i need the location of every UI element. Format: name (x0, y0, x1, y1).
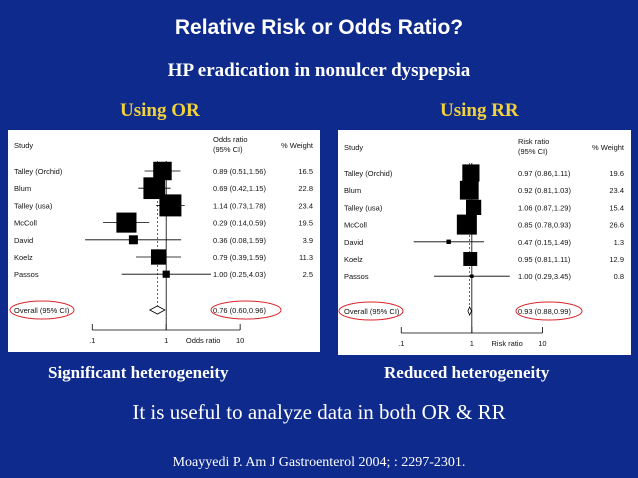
study-weight-box (463, 252, 478, 266)
study-weight-box (470, 274, 474, 278)
study-name: McColl (14, 219, 37, 228)
overall-label: Overall (95% CI) (14, 306, 70, 315)
overall-estimate-ci: 0.76 (0.60,0.96) (213, 306, 266, 315)
rr-panel-heading: Using RR (440, 100, 519, 121)
or-panel-heading: Using OR (120, 100, 200, 121)
x-tick-label: 10 (538, 339, 546, 348)
overall-diamond (148, 305, 166, 315)
study-estimate-ci: 0.36 (0.08,1.59) (213, 236, 266, 245)
study-estimate-ci: 0.29 (0.14,0.59) (213, 219, 266, 228)
overall-label-highlight (9, 300, 75, 320)
x-tick-label: .1 (89, 336, 95, 345)
col-header-weight: % Weight (281, 141, 314, 150)
x-tick-label: 10 (236, 336, 244, 345)
slide-subtitle: HP eradication in nonulcer dyspepsia (167, 60, 471, 81)
study-weight: 12.9 (609, 255, 624, 264)
study-weight: 2.5 (303, 270, 313, 279)
study-weight: 23.4 (609, 186, 624, 195)
study-weight-box (159, 194, 182, 217)
study-weight-box (456, 214, 477, 235)
study-weight-box (116, 212, 137, 233)
study-weight: 26.6 (609, 221, 624, 230)
study-estimate-ci: 0.69 (0.42,1.15) (213, 184, 266, 193)
study-name: David (14, 236, 33, 245)
overall-estimate-ci: 0.93 (0.88,0.99) (518, 307, 571, 316)
study-name: Blum (14, 184, 31, 193)
study-weight: 1.3 (614, 238, 624, 247)
study-name: Blum (344, 186, 361, 195)
study-estimate-ci: 1.06 (0.87,1.29) (518, 203, 571, 212)
x-axis-label: Risk ratio (491, 339, 522, 348)
col-header-ci: (95% CI) (213, 145, 243, 154)
study-weight-box (462, 164, 480, 182)
study-weight: 11.3 (299, 253, 313, 262)
col-header-study: Study (344, 143, 363, 152)
col-header-effect: Odds ratio (213, 135, 248, 144)
overall-label: Overall (95% CI) (344, 307, 400, 316)
study-estimate-ci: 0.79 (0.39,1.59) (213, 253, 266, 262)
overall-ci-highlight (515, 301, 583, 321)
or-caption: Significant heterogeneity (48, 363, 229, 382)
col-header-ci: (95% CI) (518, 147, 548, 156)
conclusion-text: It is useful to analyze data in both OR … (132, 400, 506, 424)
study-weight-box (153, 161, 172, 181)
overall-ci-highlight (210, 300, 282, 320)
study-name: Koelz (344, 255, 363, 264)
study-name: Passos (14, 270, 39, 279)
study-estimate-ci: 0.47 (0.15,1.49) (518, 238, 571, 247)
rr-caption: Reduced heterogeneity (384, 363, 550, 382)
study-name: McColl (344, 221, 367, 230)
x-tick-label: 1 (470, 339, 474, 348)
rr-forest-plot: Study Risk ratio (95% CI)% Weight Talley (O… (338, 130, 631, 355)
study-name: Passos (344, 272, 369, 281)
study-weight: 23.4 (298, 201, 313, 210)
study-name: David (344, 238, 363, 247)
x-tick-label: 1 (164, 336, 168, 345)
study-estimate-ci: 0.92 (0.81,1.03) (518, 186, 571, 195)
study-weight-box (162, 270, 170, 278)
study-weight-box (466, 199, 482, 216)
citation-text: Moayyedi P. Am J Gastroenterol 2004; : 2… (172, 455, 466, 470)
overall-diamond (467, 306, 472, 316)
study-weight: 3.9 (303, 236, 313, 245)
study-weight: 19.5 (298, 219, 313, 228)
study-weight-box (128, 235, 138, 245)
study-estimate-ci: 1.00 (0.29,3.45) (518, 272, 571, 281)
study-name: Talley (usa) (344, 203, 383, 212)
study-estimate-ci: 1.00 (0.25,4.03) (213, 270, 266, 279)
study-weight: 15.4 (609, 203, 624, 212)
overall-label-highlight (338, 301, 404, 321)
col-header-weight: % Weight (592, 143, 625, 152)
study-weight-box (143, 177, 166, 200)
study-name: Talley (Orchid) (344, 169, 393, 178)
study-weight: 22.8 (298, 184, 313, 193)
or-forest-plot: Study Odds ratio (95% CI)% Weight Talley (O… (8, 130, 320, 352)
study-estimate-ci: 0.97 (0.86,1.11) (518, 169, 571, 178)
study-name: Talley (usa) (14, 201, 53, 210)
study-name: Talley (Orchid) (14, 167, 63, 176)
study-estimate-ci: 0.85 (0.78,0.93) (518, 221, 571, 230)
study-weight-box (446, 239, 451, 245)
col-header-study: Study (14, 141, 33, 150)
study-weight-box (459, 180, 479, 200)
slide-title: Relative Risk or Odds Ratio? (174, 16, 464, 39)
x-tick-label: .1 (398, 339, 404, 348)
x-axis-label: Odds ratio (186, 336, 221, 345)
study-weight: 0.8 (614, 272, 624, 281)
study-weight-box (150, 249, 167, 265)
study-weight: 19.6 (609, 169, 624, 178)
study-name: Koelz (14, 253, 33, 262)
study-weight: 16.5 (298, 167, 313, 176)
study-estimate-ci: 1.14 (0.73,1.78) (213, 201, 266, 210)
study-estimate-ci: 0.95 (0.81,1.11) (518, 255, 571, 264)
col-header-effect: Risk ratio (518, 137, 549, 146)
study-estimate-ci: 0.89 (0.51,1.56) (213, 167, 266, 176)
